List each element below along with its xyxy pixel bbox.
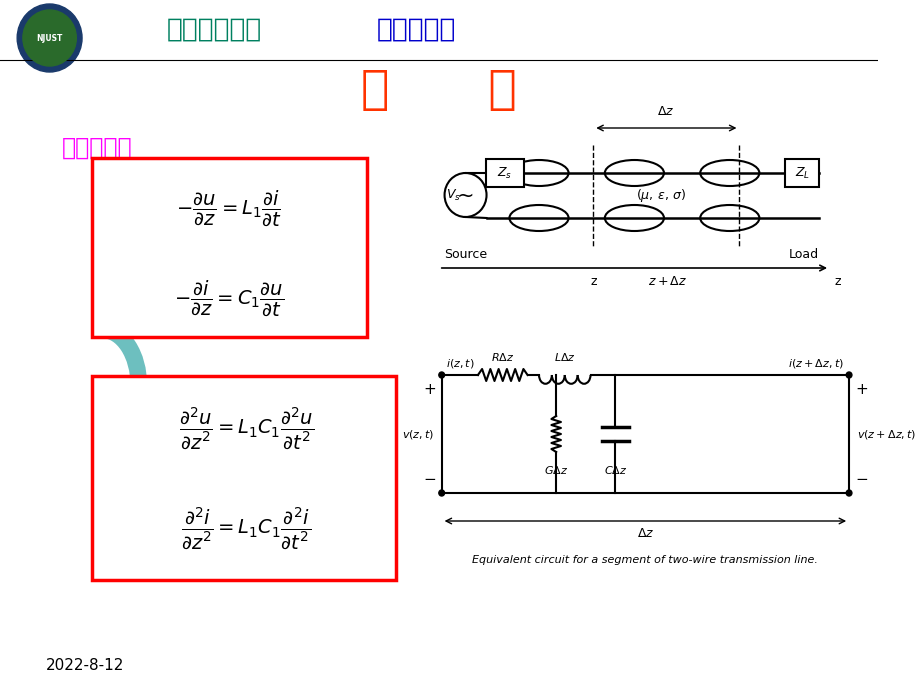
Text: Source: Source [444,248,486,261]
Text: $V_s$: $V_s$ [446,188,460,203]
Text: +: + [854,382,867,397]
Text: $Z_s$: $Z_s$ [496,166,512,181]
FancyBboxPatch shape [92,376,395,580]
Circle shape [23,10,76,66]
Text: ~: ~ [457,186,474,206]
Text: $i(z,t)$: $i(z,t)$ [446,357,475,370]
Circle shape [845,490,851,496]
FancyBboxPatch shape [784,159,819,187]
Text: 2022-8-12: 2022-8-12 [46,658,124,673]
Circle shape [845,372,851,378]
Text: $\Delta z$: $\Delta z$ [636,527,653,540]
Text: −: − [423,471,436,486]
Text: +: + [423,382,436,397]
Text: $R\Delta z$: $R\Delta z$ [491,351,514,363]
Text: 南京理工大学: 南京理工大学 [166,17,262,43]
Text: 无耗传输线: 无耗传输线 [62,136,132,160]
Text: $v(z,t)$: $v(z,t)$ [402,428,434,440]
Text: $(\mu,\,\varepsilon,\,\sigma)$: $(\mu,\,\varepsilon,\,\sigma)$ [635,186,686,204]
Text: $L\Delta z$: $L\Delta z$ [553,351,575,363]
Text: $-\dfrac{\partial i}{\partial z} = C_1\dfrac{\partial u}{\partial t}$: $-\dfrac{\partial i}{\partial z} = C_1\d… [174,278,284,317]
Text: $z+\Delta z$: $z+\Delta z$ [648,275,686,288]
Text: NJUST: NJUST [37,34,62,43]
Circle shape [438,372,444,378]
Text: $\Delta z$: $\Delta z$ [656,105,674,118]
FancyBboxPatch shape [485,159,523,187]
Text: z: z [589,275,596,288]
Text: $C\Delta z$: $C\Delta z$ [603,464,627,476]
Text: $\dfrac{\partial^2 u}{\partial z^2} = L_1 C_1\dfrac{\partial^2 u}{\partial t^2}$: $\dfrac{\partial^2 u}{\partial z^2} = L_… [178,405,313,451]
Text: $G\Delta z$: $G\Delta z$ [543,464,568,476]
Text: −: − [854,471,867,486]
Text: $-\dfrac{\partial u}{\partial z} = L_1\dfrac{\partial i}{\partial t}$: $-\dfrac{\partial u}{\partial z} = L_1\d… [176,188,281,228]
Text: $\dfrac{\partial^2 i}{\partial z^2} = L_1 C_1\dfrac{\partial^2 i}{\partial t^2}$: $\dfrac{\partial^2 i}{\partial z^2} = L_… [181,505,311,551]
Text: z: z [834,275,840,288]
Text: $Z_L$: $Z_L$ [794,166,809,181]
FancyBboxPatch shape [92,158,367,337]
Text: Load: Load [788,248,818,261]
Text: $i(z+\Delta z,t)$: $i(z+\Delta z,t)$ [788,357,844,370]
Circle shape [438,490,444,496]
Circle shape [17,4,82,72]
Text: 通信工程系: 通信工程系 [377,17,456,43]
Text: Equivalent circuit for a segment of two-wire transmission line.: Equivalent circuit for a segment of two-… [472,555,817,565]
FancyArrowPatch shape [106,426,145,454]
Text: 回      顾: 回 顾 [360,68,516,112]
Text: $v(z+\Delta z,t)$: $v(z+\Delta z,t)$ [856,428,915,440]
